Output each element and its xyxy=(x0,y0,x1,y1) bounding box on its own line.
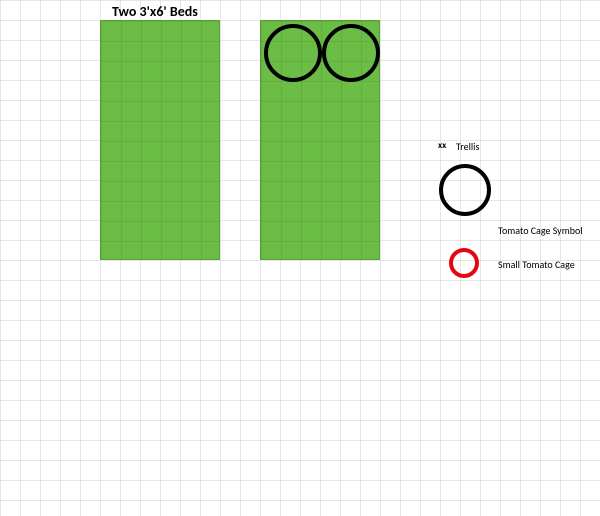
trellis-key-label: Trellis xyxy=(456,140,479,153)
tomato-cage-key-label: Tomato Cage Symbol xyxy=(498,224,583,237)
small-tomato-cage-symbol-icon xyxy=(449,248,479,278)
small-cage-key-label: Small Tomato Cage xyxy=(498,258,575,271)
tomato-cage-icon xyxy=(322,24,380,82)
trellis-symbol-icon: xx xyxy=(438,140,446,151)
garden-bed-1 xyxy=(100,20,220,260)
page-title: Two 3'x6' Beds xyxy=(112,3,198,20)
tomato-cage-icon xyxy=(264,24,322,82)
tomato-cage-symbol-icon xyxy=(439,164,491,216)
